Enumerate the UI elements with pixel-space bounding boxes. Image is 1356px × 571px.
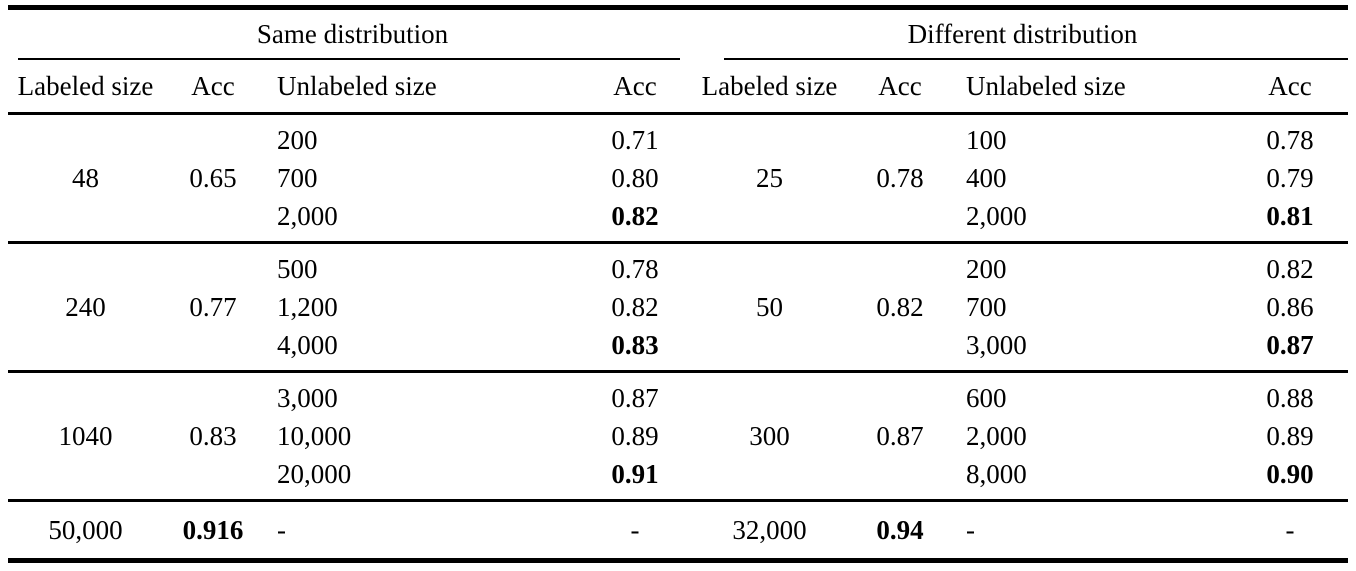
unlabeled-acc-value-best: 0.81: [1266, 201, 1314, 231]
labeled-acc-value: 0.83: [189, 420, 237, 451]
unlabeled-size-list: 500 1,200 4,000: [263, 250, 573, 364]
unlabeled-acc-value: 0.89: [611, 421, 659, 451]
labeled-size-value: 300: [749, 420, 790, 451]
unlabeled-size-value: 700: [277, 163, 318, 193]
unlabeled-acc-value: 0.87: [611, 383, 659, 413]
labeled-acc-value: 0.78: [876, 162, 924, 193]
unlabeled-acc-value: 0.78: [611, 254, 659, 284]
unlabeled-size-list: 200 700 3,000: [958, 250, 1232, 364]
unlabeled-acc-value-best: 0.87: [1266, 330, 1314, 360]
unlabeled-size-value: 4,000: [277, 330, 338, 360]
toprule: [8, 5, 1348, 10]
table-final-row: 50,000 0.916 - - 32,000 0.94 - -: [8, 502, 1348, 558]
column-header-labeled-size-different: Labeled size: [701, 70, 838, 101]
unlabeled-size-value: 200: [966, 254, 1007, 284]
unlabeled-size-value: 8,000: [966, 459, 1027, 489]
bottomrule: [8, 558, 1348, 563]
unlabeled-size-value: 1,200: [277, 292, 338, 322]
column-header-labeled-acc-same: Acc: [191, 70, 235, 101]
unlabeled-size-list: 100 400 2,000: [958, 121, 1232, 235]
labeled-size-value: 50: [756, 291, 783, 322]
unlabeled-acc-value: 0.86: [1266, 292, 1314, 322]
unlabeled-size-value: 2,000: [966, 201, 1027, 231]
group-header-different: Different distribution: [907, 18, 1138, 49]
column-header-labeled-size-same: Labeled size: [17, 70, 154, 101]
cmidrule-same: [18, 58, 680, 60]
group-header-row: Same distribution Different distribution: [8, 10, 1348, 58]
unlabeled-acc-value: 0.89: [1266, 421, 1314, 451]
unlabeled-acc-value: 0.78: [1266, 125, 1314, 155]
labeled-size-value: 48: [72, 162, 99, 193]
unlabeled-size-value: 3,000: [966, 330, 1027, 360]
column-header-row: Labeled size Acc Unlabeled size Acc Labe…: [8, 60, 1348, 112]
unlabeled-size-value: 700: [966, 292, 1007, 322]
unlabeled-size-value: 200: [277, 125, 318, 155]
unlabeled-size-value: 2,000: [966, 421, 1027, 451]
labeled-acc-value: 0.82: [876, 291, 924, 322]
labeled-size-value: 240: [65, 291, 106, 322]
unlabeled-size-value: 10,000: [277, 421, 352, 451]
table-row-group: 240 0.77 500 1,200 4,000 0.78 0.82 0.83 …: [8, 244, 1348, 370]
unlabeled-size-value: 2,000: [277, 201, 338, 231]
unlabeled-acc-list: 0.78 0.82 0.83: [573, 250, 697, 364]
unlabeled-size-value: 400: [966, 163, 1007, 193]
cmidrule-row: [8, 58, 1348, 60]
labeled-acc-value: 0.87: [876, 420, 924, 451]
labeled-acc-value-best: 0.94: [876, 514, 924, 545]
cmidrule-different: [724, 58, 1348, 60]
column-header-unlabeled-size-same: Unlabeled size: [277, 70, 437, 101]
row-separator-rule: [8, 370, 1348, 373]
group-header-same: Same distribution: [256, 18, 449, 49]
labeled-size-value: 1040: [58, 420, 113, 451]
unlabeled-size-value: 3,000: [277, 383, 338, 413]
unlabeled-acc-value: -: [630, 514, 640, 545]
unlabeled-acc-list: 0.87 0.89 0.91: [573, 379, 697, 493]
labeled-acc-value: 0.65: [189, 162, 237, 193]
table-row-group: 48 0.65 200 700 2,000 0.71 0.80 0.82 25 …: [8, 115, 1348, 241]
unlabeled-acc-value: 0.71: [611, 125, 659, 155]
labeled-size-value: 50,000: [48, 514, 123, 545]
column-header-labeled-acc-different: Acc: [878, 70, 922, 101]
unlabeled-acc-value: 0.80: [611, 163, 659, 193]
unlabeled-size-value: 600: [966, 383, 1007, 413]
unlabeled-acc-value: 0.88: [1266, 383, 1314, 413]
unlabeled-acc-value: 0.82: [611, 292, 659, 322]
unlabeled-acc-value-best: 0.90: [1266, 459, 1314, 489]
column-header-unlabeled-size-different: Unlabeled size: [966, 70, 1126, 101]
column-header-unlabeled-acc-different: Acc: [1268, 70, 1312, 101]
unlabeled-acc-value: 0.79: [1266, 163, 1314, 193]
unlabeled-size-list: 3,000 10,000 20,000: [263, 379, 573, 493]
unlabeled-size-value: 20,000: [277, 459, 352, 489]
unlabeled-acc-value-best: 0.83: [611, 330, 659, 360]
table-row-group: 1040 0.83 3,000 10,000 20,000 0.87 0.89 …: [8, 373, 1348, 499]
labeled-size-value: 25: [756, 162, 783, 193]
column-header-unlabeled-acc-same: Acc: [613, 70, 657, 101]
labeled-acc-value: 0.77: [189, 291, 237, 322]
unlabeled-size-value: 500: [277, 254, 318, 284]
unlabeled-size-value: -: [277, 514, 286, 545]
unlabeled-acc-value: -: [1285, 514, 1295, 545]
unlabeled-acc-list: 0.88 0.89 0.90: [1232, 379, 1348, 493]
midrule: [8, 112, 1348, 115]
row-separator-rule: [8, 241, 1348, 244]
unlabeled-acc-value: 0.82: [1266, 254, 1314, 284]
labeled-size-value: 32,000: [732, 514, 807, 545]
unlabeled-acc-list: 0.82 0.86 0.87: [1232, 250, 1348, 364]
unlabeled-acc-list: 0.78 0.79 0.81: [1232, 121, 1348, 235]
row-separator-rule: [8, 499, 1348, 502]
unlabeled-size-value: -: [966, 514, 975, 545]
labeled-acc-value-best: 0.916: [182, 514, 244, 545]
unlabeled-acc-value-best: 0.82: [611, 201, 659, 231]
unlabeled-size-value: 100: [966, 125, 1007, 155]
unlabeled-acc-list: 0.71 0.80 0.82: [573, 121, 697, 235]
unlabeled-size-list: 600 2,000 8,000: [958, 379, 1232, 493]
unlabeled-acc-value-best: 0.91: [611, 459, 659, 489]
unlabeled-size-list: 200 700 2,000: [263, 121, 573, 235]
